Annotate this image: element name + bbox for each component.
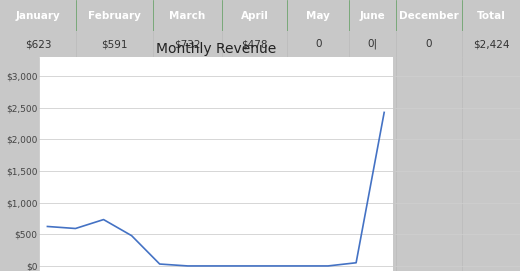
Text: 0: 0 [315, 39, 321, 49]
Text: 0: 0 [426, 39, 432, 49]
Text: April: April [241, 11, 268, 21]
Text: June: June [360, 11, 386, 21]
Text: February: February [88, 11, 141, 21]
Text: January: January [16, 11, 60, 21]
Title: Monthly Revenue: Monthly Revenue [155, 42, 276, 56]
Text: $591: $591 [101, 39, 128, 49]
Text: December: December [399, 11, 459, 21]
Text: $478: $478 [241, 39, 268, 49]
Text: Total: Total [476, 11, 505, 21]
Text: 0|: 0| [368, 39, 378, 49]
Text: $623: $623 [25, 39, 51, 49]
Text: $732: $732 [174, 39, 201, 49]
Text: May: May [306, 11, 330, 21]
Text: $2,424: $2,424 [473, 39, 509, 49]
Text: March: March [169, 11, 205, 21]
